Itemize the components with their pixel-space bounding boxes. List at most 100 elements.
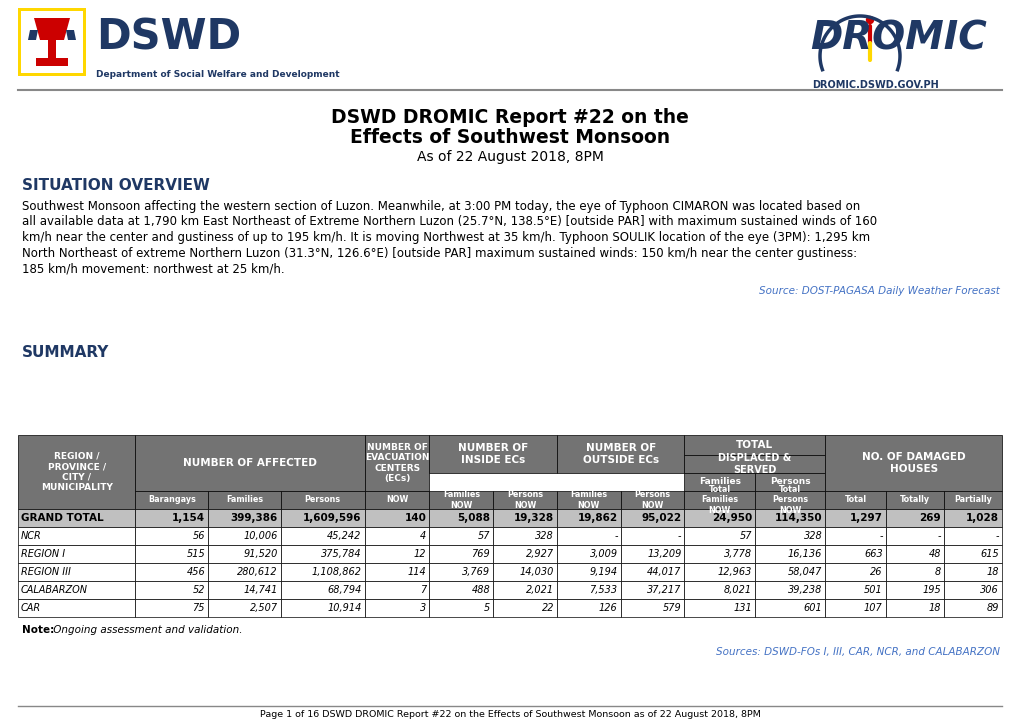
Text: 91,520: 91,520 — [244, 549, 277, 559]
Bar — [208, 545, 280, 563]
Text: 75: 75 — [193, 603, 205, 613]
Text: 579: 579 — [662, 603, 681, 613]
Bar — [754, 527, 824, 545]
Bar — [556, 435, 684, 473]
Bar — [18, 599, 136, 617]
Text: 26: 26 — [869, 567, 881, 577]
Text: Page 1 of 16 DSWD DROMIC Report #22 on the Effects of Southwest Monsoon as of 22: Page 1 of 16 DSWD DROMIC Report #22 on t… — [259, 710, 760, 719]
Text: NUMBER OF
EVACUATION
CENTERS
(ECs): NUMBER OF EVACUATION CENTERS (ECs) — [365, 443, 429, 483]
Bar — [208, 563, 280, 581]
Text: DISPLACED &
SERVED: DISPLACED & SERVED — [717, 454, 791, 475]
Bar — [684, 545, 754, 563]
Bar — [884, 581, 943, 599]
Text: 131: 131 — [733, 603, 751, 613]
Bar — [943, 563, 1001, 581]
Text: 1,609,596: 1,609,596 — [303, 513, 362, 523]
Text: -: - — [995, 531, 998, 541]
Bar — [684, 527, 754, 545]
Text: 68,794: 68,794 — [327, 585, 362, 595]
Text: all available data at 1,790 km East Northeast of Extreme Northern Luzon (25.7°N,: all available data at 1,790 km East Nort… — [22, 216, 876, 229]
Bar — [943, 599, 1001, 617]
Text: 44,017: 44,017 — [646, 567, 681, 577]
Text: 52: 52 — [193, 585, 205, 595]
Bar — [18, 563, 136, 581]
Bar — [754, 491, 824, 509]
Text: SUMMARY: SUMMARY — [22, 345, 109, 360]
Bar — [754, 599, 824, 617]
Text: Persons
NOW: Persons NOW — [506, 490, 543, 510]
Bar — [493, 581, 556, 599]
Bar — [208, 509, 280, 527]
Bar — [556, 509, 621, 527]
Text: 375,784: 375,784 — [321, 549, 362, 559]
Text: -: - — [878, 531, 881, 541]
Bar — [943, 545, 1001, 563]
Bar — [824, 563, 884, 581]
Text: Families: Families — [225, 495, 263, 505]
Bar — [943, 509, 1001, 527]
Text: 1,028: 1,028 — [965, 513, 998, 523]
Text: 515: 515 — [186, 549, 205, 559]
Bar — [824, 545, 884, 563]
Text: 16,136: 16,136 — [788, 549, 821, 559]
Text: DSWD DROMIC Report #22 on the: DSWD DROMIC Report #22 on the — [331, 108, 688, 127]
Bar — [208, 527, 280, 545]
Bar — [884, 527, 943, 545]
Text: DROMIC.DSWD.GOV.PH: DROMIC.DSWD.GOV.PH — [811, 80, 937, 90]
Text: 45,242: 45,242 — [327, 531, 362, 541]
Bar — [556, 599, 621, 617]
Text: Total
Families
NOW: Total Families NOW — [700, 485, 738, 515]
Text: 89: 89 — [985, 603, 998, 613]
Text: Southwest Monsoon affecting the western section of Luzon. Meanwhile, at 3:00 PM : Southwest Monsoon affecting the western … — [22, 200, 859, 213]
Bar — [884, 599, 943, 617]
Bar — [18, 8, 86, 76]
Bar — [684, 599, 754, 617]
Text: CALABARZON: CALABARZON — [21, 585, 88, 595]
Bar — [621, 581, 684, 599]
Text: Persons: Persons — [305, 495, 340, 505]
Bar — [280, 527, 364, 545]
Text: 2,021: 2,021 — [526, 585, 553, 595]
Text: 5: 5 — [483, 603, 490, 613]
Bar — [884, 545, 943, 563]
Text: 1,108,862: 1,108,862 — [312, 567, 362, 577]
Text: Department of Social Welfare and Development: Department of Social Welfare and Develop… — [96, 70, 339, 79]
Text: CAR: CAR — [21, 603, 41, 613]
Polygon shape — [36, 58, 68, 66]
Bar — [364, 435, 429, 491]
Bar — [754, 509, 824, 527]
Text: Total: Total — [844, 495, 866, 505]
Bar — [136, 581, 208, 599]
Bar — [493, 563, 556, 581]
Text: 399,386: 399,386 — [230, 513, 277, 523]
Bar — [136, 563, 208, 581]
Bar — [18, 581, 136, 599]
Bar — [684, 581, 754, 599]
Bar — [621, 563, 684, 581]
Text: Note:: Note: — [22, 625, 54, 635]
Bar — [364, 563, 429, 581]
Text: 14,741: 14,741 — [244, 585, 277, 595]
Text: Families
NOW: Families NOW — [570, 490, 606, 510]
Bar — [556, 527, 621, 545]
Text: 769: 769 — [471, 549, 490, 559]
Text: NUMBER OF AFFECTED: NUMBER OF AFFECTED — [182, 458, 317, 468]
Bar — [621, 509, 684, 527]
Bar — [684, 509, 754, 527]
Bar — [824, 491, 884, 509]
Bar — [429, 491, 493, 509]
Bar — [136, 509, 208, 527]
Text: 306: 306 — [979, 585, 998, 595]
Bar — [754, 563, 824, 581]
Bar — [136, 491, 208, 509]
Text: 501: 501 — [863, 585, 881, 595]
Text: 3,778: 3,778 — [723, 549, 751, 559]
Text: 3,769: 3,769 — [462, 567, 490, 577]
Text: DROMIC: DROMIC — [809, 20, 985, 58]
Bar — [136, 545, 208, 563]
Bar — [280, 545, 364, 563]
Text: NUMBER OF
OUTSIDE ECs: NUMBER OF OUTSIDE ECs — [582, 443, 658, 465]
Text: Source: DOST-PAGASA Daily Weather Forecast: Source: DOST-PAGASA Daily Weather Foreca… — [758, 286, 999, 296]
Text: 1,297: 1,297 — [849, 513, 881, 523]
Polygon shape — [48, 40, 56, 58]
